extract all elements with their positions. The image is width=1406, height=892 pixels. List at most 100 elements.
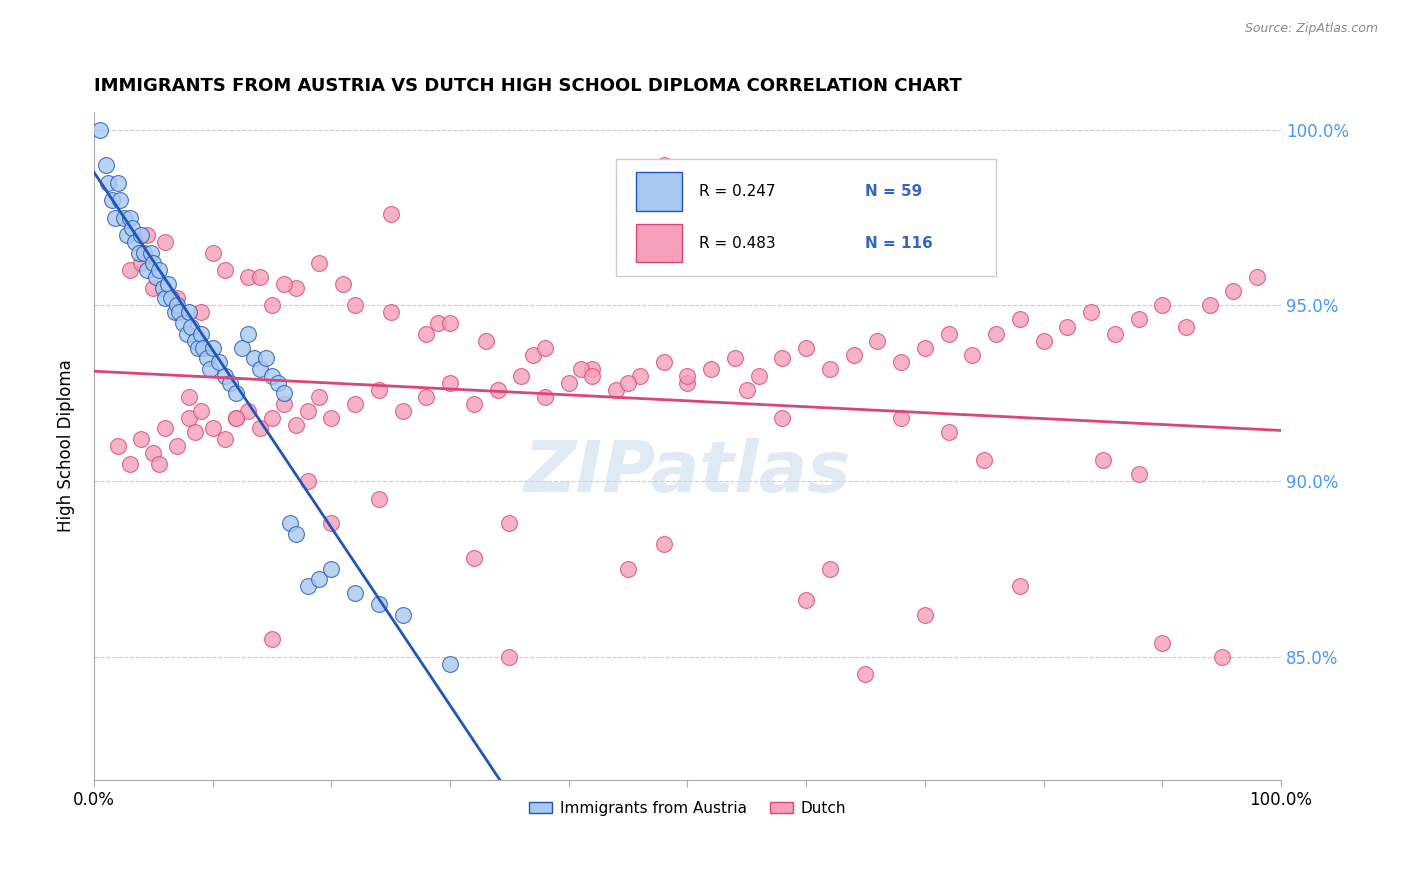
Point: [148, 457, 170, 471]
Point: [142, 446, 165, 460]
Point: [190, 326, 212, 341]
Text: Source: ZipAtlas.com: Source: ZipAtlas.com: [1244, 22, 1378, 36]
Text: R = 0.483: R = 0.483: [699, 235, 776, 251]
Point: [938, 326, 960, 341]
Point: [260, 368, 283, 383]
Title: IMMIGRANTS FROM AUSTRIA VS DUTCH HIGH SCHOOL DIPLOMA CORRELATION CHART: IMMIGRANTS FROM AUSTRIA VS DUTCH HIGH SC…: [94, 78, 962, 95]
Point: [108, 193, 131, 207]
Point: [100, 193, 122, 207]
Point: [1104, 326, 1126, 341]
Point: [200, 361, 222, 376]
Point: [172, 316, 194, 330]
Point: [166, 439, 188, 453]
Point: [131, 256, 153, 270]
Point: [219, 376, 242, 390]
Point: [1008, 312, 1031, 326]
Point: [131, 432, 153, 446]
Text: N = 59: N = 59: [866, 184, 922, 199]
Point: [321, 562, 343, 576]
Point: [1032, 334, 1054, 348]
Point: [1128, 467, 1150, 481]
Point: [344, 397, 367, 411]
Point: [121, 221, 143, 235]
Point: [225, 386, 247, 401]
Point: [249, 361, 271, 376]
Point: [1211, 649, 1233, 664]
Text: N = 116: N = 116: [866, 235, 934, 251]
Point: [770, 410, 793, 425]
Point: [201, 341, 224, 355]
Point: [724, 351, 747, 365]
Point: [321, 410, 343, 425]
Point: [273, 386, 295, 401]
Point: [107, 176, 129, 190]
Point: [581, 368, 603, 383]
Point: [297, 579, 319, 593]
Point: [890, 354, 912, 368]
Point: [142, 281, 165, 295]
Point: [136, 263, 159, 277]
Point: [569, 361, 592, 376]
Point: [184, 425, 207, 439]
Text: ZIPatlas: ZIPatlas: [524, 438, 851, 508]
Point: [748, 368, 770, 383]
Point: [700, 361, 723, 376]
Point: [124, 235, 146, 250]
Point: [214, 263, 236, 277]
Point: [962, 348, 984, 362]
Point: [238, 270, 260, 285]
Point: [267, 376, 290, 390]
Point: [89, 123, 111, 137]
Point: [112, 211, 135, 225]
Point: [617, 376, 640, 390]
Point: [169, 305, 191, 319]
Point: [136, 228, 159, 243]
Point: [107, 439, 129, 453]
Point: [498, 649, 520, 664]
Point: [153, 421, 176, 435]
Point: [1246, 270, 1268, 285]
Point: [94, 158, 117, 172]
Point: [522, 348, 544, 362]
Point: [190, 404, 212, 418]
Point: [166, 298, 188, 312]
Point: [308, 256, 330, 270]
FancyBboxPatch shape: [616, 159, 995, 276]
Point: [628, 368, 651, 383]
Point: [938, 425, 960, 439]
Point: [652, 537, 675, 551]
Point: [794, 341, 817, 355]
Point: [652, 354, 675, 368]
Point: [191, 341, 214, 355]
Point: [153, 292, 176, 306]
Point: [794, 593, 817, 607]
Point: [391, 607, 413, 622]
Point: [176, 326, 198, 341]
Legend: Immigrants from Austria, Dutch: Immigrants from Austria, Dutch: [523, 795, 852, 822]
Point: [534, 390, 557, 404]
Point: [225, 410, 247, 425]
Point: [284, 417, 307, 432]
Bar: [637, 224, 682, 262]
Point: [115, 228, 138, 243]
Point: [273, 277, 295, 292]
Point: [231, 341, 253, 355]
Point: [1091, 453, 1114, 467]
Point: [1198, 298, 1220, 312]
Point: [1128, 312, 1150, 326]
Point: [914, 341, 936, 355]
Point: [439, 657, 461, 671]
Point: [818, 562, 841, 576]
Point: [367, 383, 389, 397]
Point: [486, 383, 509, 397]
Point: [190, 305, 212, 319]
Point: [201, 245, 224, 260]
Point: [1152, 298, 1174, 312]
Point: [866, 334, 889, 348]
Point: [177, 305, 200, 319]
Point: [284, 526, 307, 541]
Text: R = 0.247: R = 0.247: [699, 184, 776, 199]
Point: [842, 348, 865, 362]
Point: [195, 351, 218, 365]
Point: [1175, 319, 1198, 334]
